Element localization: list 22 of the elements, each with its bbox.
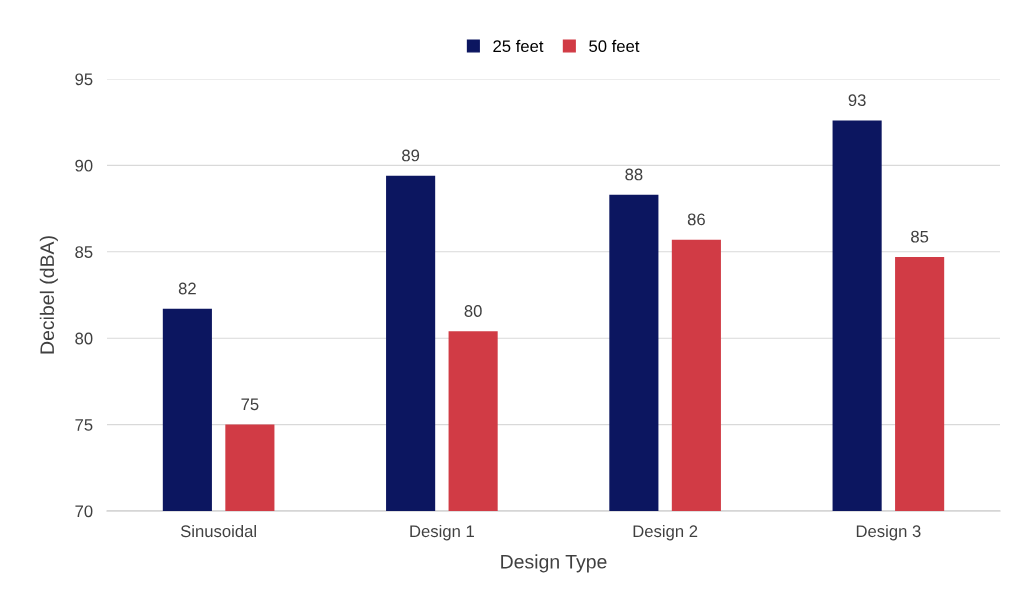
data-label: 75: [241, 398, 259, 411]
x-tick-label: Design 1: [410, 524, 474, 541]
data-label: 82: [178, 282, 196, 295]
y-tick-label: 80: [75, 332, 93, 345]
legend-label: 50 feet: [589, 39, 640, 53]
data-label: 88: [625, 168, 643, 181]
y-tick-label: 70: [75, 505, 93, 518]
x-tick-label: Design 2: [633, 524, 698, 541]
data-label: 80: [464, 305, 482, 317]
data-label: 93: [848, 94, 866, 107]
y-tick-label: 95: [75, 73, 93, 86]
x-axis-title: Design Type: [501, 554, 607, 573]
x-tick-label: Design 3: [856, 524, 921, 541]
legend-label: 25 feet: [493, 39, 544, 53]
data-label: 86: [687, 213, 705, 226]
y-tick-label: 85: [75, 246, 93, 258]
x-tick-label: Sinusoidal: [180, 524, 256, 538]
data-label: 85: [911, 230, 929, 243]
y-axis-title: Decibel (dBA): [39, 236, 58, 354]
y-tick-label: 90: [75, 159, 93, 172]
data-label: 89: [402, 149, 420, 162]
y-tick-label: 75: [75, 419, 93, 431]
